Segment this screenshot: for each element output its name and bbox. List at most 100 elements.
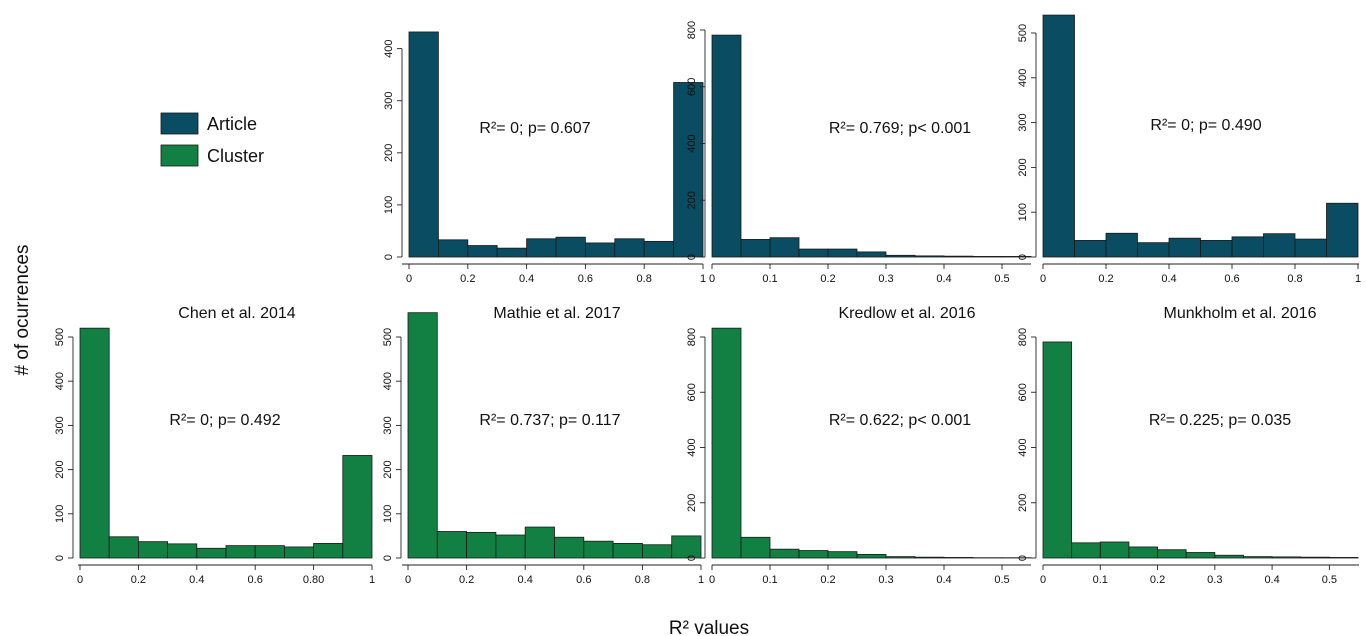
stat-annotation: R²= 0; p= 0.492 [169,412,280,429]
histogram-bar [524,526,555,559]
histogram-bar [1042,341,1073,559]
y-tick-label: 400 [382,372,394,390]
y-tick-label: 800 [686,21,698,39]
x-tick-label: 0.8 [635,574,650,586]
y-tick-label: 100 [383,196,395,214]
x-tick-label: 0.6 [576,574,591,586]
histogram-bar [614,238,645,258]
histogram-bar [1137,242,1170,258]
histogram-bar [554,536,585,559]
histogram-bar [1042,14,1075,258]
y-tick-label: 300 [54,416,66,434]
histogram-bar [407,312,438,559]
y-tick-label: 100 [54,505,66,523]
x-tick-label: 0.3 [1207,574,1222,586]
legend-label-article: Article [207,114,257,134]
y-tick-label: 400 [54,372,66,390]
x-tick-label: 0 [1040,574,1046,586]
histogram-bar [972,256,1003,258]
histogram-bar [1214,554,1244,559]
histogram-bar [711,34,742,258]
histogram-bar [436,531,467,559]
x-tick-label: 1 [1355,273,1361,285]
histogram-bar [612,543,643,559]
panel-6: 0 0.1 0.2 0.3 0.4 0.5 0 200 400 600 800 R²= 0.622; … [686,305,1032,586]
histogram-bar [1071,542,1101,559]
histogram-bar [79,327,110,559]
y-tick-label: 400 [383,39,395,57]
y-tick-label: 200 [1017,158,1029,176]
y-tick-label: 0 [686,555,698,561]
x-tick-label: 0.4 [1264,574,1279,586]
histogram-bar [467,245,498,258]
x-tick-label: 0 [709,574,715,586]
x-tick-label: 0.2 [460,273,475,285]
histogram-bar [827,248,858,258]
y-tick-label: 400 [1017,69,1029,87]
histogram-bar [495,534,526,559]
histogram-bar [914,556,945,559]
histogram-bar [1105,232,1138,258]
histogram-bar [313,543,344,559]
histogram-bar [1294,238,1327,258]
histogram-bar [642,544,673,559]
x-tick-label: 0.6 [248,574,263,586]
x-tick-label: 0.2 [459,574,474,586]
histogram-bar [108,536,139,559]
histogram-bar [137,541,168,559]
x-tick-label: 0.80 [303,574,324,586]
histogram-bar [496,247,528,258]
x-tick-label: 0.1 [1093,574,1108,586]
y-tick-label: 400 [1017,438,1029,456]
panel-title: Munkholm et al. 2016 [1164,305,1317,322]
histogram-bar [1200,240,1233,258]
histogram-bar [1300,556,1330,559]
y-axis-label: # of ocurrences [12,245,33,376]
histogram-bar [1328,557,1359,559]
legend-swatch-cluster [160,144,199,167]
histogram-bar [943,255,974,258]
x-tick-label: 0.2 [131,574,146,586]
y-tick-label: 0 [686,254,698,260]
histogram-bar [769,548,800,559]
legend-label-cluster: Cluster [207,146,264,166]
x-tick-label: 0.4 [518,574,533,586]
x-tick-label: 0.6 [578,273,593,285]
x-tick-label: 0.5 [994,574,1009,586]
y-tick-label: 0 [382,555,394,561]
y-tick-label: 200 [54,460,66,478]
histogram-bar [225,545,256,559]
histogram-bar [856,251,887,258]
y-tick-label: 400 [686,438,698,456]
x-tick-label: 0.2 [1150,574,1165,586]
x-tick-label: 0.4 [519,273,534,285]
y-tick-label: 400 [686,134,698,152]
x-tick-label: 1 [698,574,704,586]
histogram-bar [643,240,675,258]
histogram-bar [885,254,916,258]
histogram-bar [254,545,285,559]
y-tick-label: 300 [1017,113,1029,131]
histogram-bar [526,238,557,258]
histogram-bar [583,540,614,559]
histogram-bar [1128,546,1158,559]
histogram-bar [856,554,887,559]
histogram-bar [1185,552,1216,559]
histogram-bar [914,255,945,258]
panel-5: 0 0.2 0.4 0.6 0.8 1 0 100 200 300 400 500 R²= 0.737;… [382,305,704,586]
y-tick-label: 200 [686,494,698,512]
histogram-bar [671,535,702,559]
x-tick-label: 0 [77,574,83,586]
stat-annotation: R²= 0.622; p< 0.001 [829,412,971,429]
histogram-bar [885,556,916,559]
x-axis-label: R² values [669,618,749,636]
histogram-bar [466,531,497,559]
histogram-bar [1168,237,1201,258]
histogram-bar [943,557,974,559]
y-tick-label: 0 [54,555,66,561]
y-tick-label: 100 [1017,203,1029,221]
stat-annotation: R²= 0.225; p= 0.035 [1149,412,1291,429]
y-tick-label: 200 [686,191,698,209]
